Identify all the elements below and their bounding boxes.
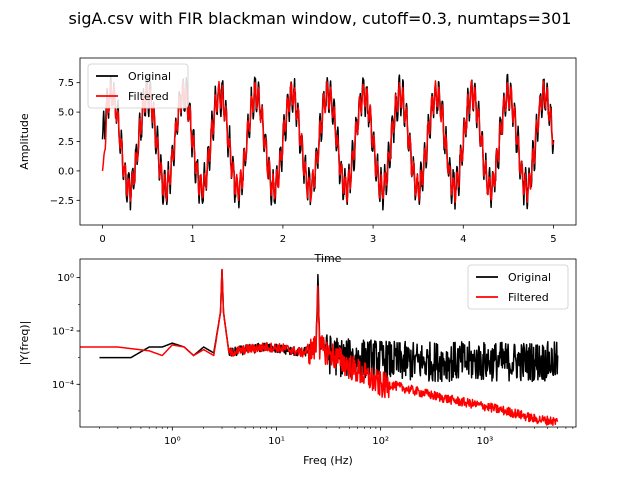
y-tick-label: −2.5: [50, 196, 74, 207]
chart-1: 0 1 2 3 4 5 −2.5 0.0 2.5 5.0 7.5 Time Amplitude Origi…: [18, 57, 577, 265]
x-tick-label: 5: [550, 234, 556, 245]
x-axis-label: Freq (Hz): [303, 454, 353, 467]
y-tick-label: 10⁰: [57, 273, 74, 284]
legend: Original Filtered: [467, 264, 569, 310]
y-tick-label: 10⁻²: [52, 326, 74, 337]
y-tick-label: 0.0: [58, 166, 74, 177]
plot-area: [80, 268, 559, 426]
x-tick-label: 4: [460, 234, 466, 245]
legend-box: [467, 264, 569, 310]
y-tick-label: 5.0: [58, 108, 74, 119]
x-tick-label: 1: [190, 234, 196, 245]
x-tick-label: 2: [280, 234, 286, 245]
x-tick-label: 10²: [372, 436, 389, 447]
legend-label-original: Original: [508, 271, 551, 284]
x-tick-label: 10¹: [268, 436, 285, 447]
chart-2: 10⁰ 10¹ 10² 10³ 10⁻⁴ 10⁻² 10⁰ Freq (Hz) |Y(freq)…: [18, 258, 577, 467]
legend-box: [87, 63, 189, 109]
y-tick-label: 10⁻⁴: [52, 380, 74, 391]
figure-title: sigA.csv with FIR blackman window, cutof…: [69, 9, 572, 28]
legend: Original Filtered: [87, 63, 189, 109]
x-tick-label: 10³: [476, 436, 493, 447]
x-tick-label: 0: [99, 234, 105, 245]
x-tick-label: 10⁰: [164, 436, 181, 447]
legend-label-filtered: Filtered: [128, 90, 169, 103]
series-line-filtered: [101, 80, 555, 204]
series-line-original: [99, 268, 559, 383]
y-tick-label: 2.5: [58, 137, 74, 148]
legend-label-filtered: Filtered: [508, 291, 549, 304]
plot-area: [101, 73, 555, 211]
legend-label-original: Original: [128, 70, 171, 83]
series-line-filtered: [80, 268, 559, 426]
y-tick-label: 7.5: [58, 78, 74, 89]
x-tick-label: 3: [370, 234, 376, 245]
y-axis-label: Amplitude: [18, 113, 31, 170]
axes-frame: [79, 258, 577, 428]
y-axis-label: |Y(freq)|: [18, 321, 31, 366]
x-axis-label: Time: [314, 252, 342, 265]
